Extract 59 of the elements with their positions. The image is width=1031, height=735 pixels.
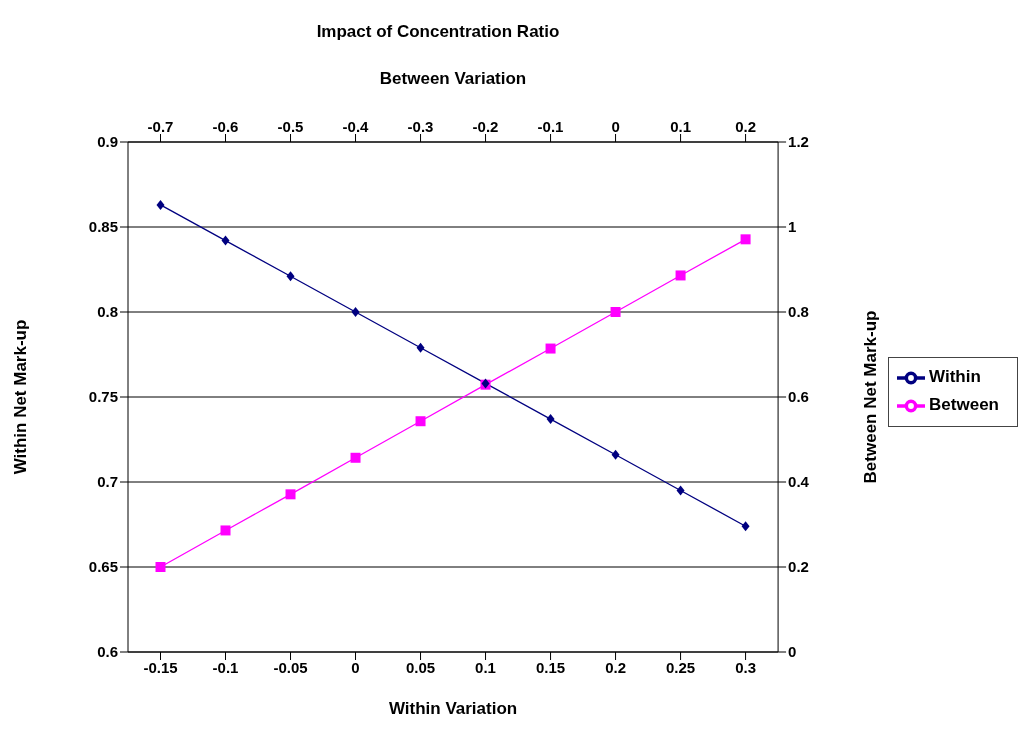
x-tick-label: 0.1 [475,658,496,676]
point [351,307,360,317]
point [415,416,426,427]
point [610,307,621,317]
x2-tick-label: -0.5 [277,118,304,135]
y2-tick-label: 0 [788,643,797,661]
point [416,342,425,353]
x2-tick-label: -0.7 [147,118,174,135]
point [740,234,751,245]
y-tick-label: 0.9 [97,133,118,151]
x-tick-label: 0.3 [735,658,756,676]
x-tick-label: 0.15 [535,658,566,676]
x2-tick-label: 0.2 [735,118,756,135]
y2-axis-title: Between Net Mark-up [861,310,881,484]
y-tick-label: 0.6 [97,643,118,661]
y2-tick-label: 1.2 [788,133,809,151]
x-tick-label: -0.15 [143,658,178,676]
x-tick-label: -0.05 [273,658,308,676]
point [676,485,685,496]
x-axis-title: Within Variation [388,699,518,718]
x-tick-label: 0 [351,658,360,676]
point [286,271,295,282]
y2-tick-label: 0.6 [788,388,809,406]
x2-tick-label: -0.2 [472,118,499,135]
legend-label: Between [929,395,999,415]
point [675,270,686,281]
x-tick-label: 0.25 [665,658,696,676]
point [155,562,166,572]
x-tick-label: 0.05 [405,658,436,676]
x2-tick-label: -0.1 [537,118,564,135]
point [546,414,555,425]
y-tick-label: 0.75 [88,388,118,406]
x2-tick-label: 0.1 [670,118,691,135]
y2-tick-label: 1 [788,218,797,236]
point [156,199,165,210]
point [350,452,361,463]
x2-tick-label: -0.6 [212,118,239,135]
x2-tick-label: -0.3 [407,118,434,135]
point [221,235,230,246]
y-tick-label: 0.8 [97,303,118,321]
x-tick-label: 0.2 [605,658,626,676]
x2-tick-label: -0.4 [342,118,370,135]
y2-tick-label: 0.8 [788,303,809,321]
x2-tick-label: 0 [611,118,620,135]
point [220,525,231,536]
chart-title: Impact of Concentration Ratio [315,21,561,43]
x-tick-label: -0.1 [212,658,239,676]
y-axis-title: Within Net Mark-up [11,319,31,475]
point [285,489,296,500]
y2-tick-label: 0.2 [788,558,809,576]
legend-label: Within [929,367,981,387]
point [611,449,620,460]
point [741,521,750,532]
y-tick-label: 0.7 [97,473,118,491]
x2-axis-title: Between Variation [379,69,527,89]
y2-tick-label: 0.4 [788,473,810,491]
y-tick-label: 0.85 [88,218,118,236]
y-tick-label: 0.65 [88,558,118,576]
point [545,343,556,354]
